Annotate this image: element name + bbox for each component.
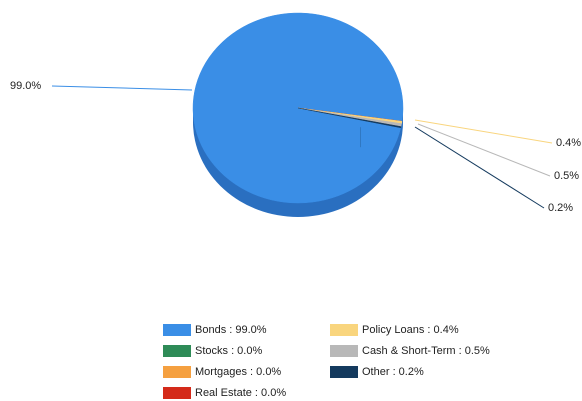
legend-label: Mortgages : 0.0% <box>195 366 281 378</box>
legend-swatch <box>330 366 358 378</box>
legend-swatch <box>330 345 358 357</box>
legend-label: Bonds : 99.0% <box>195 324 267 336</box>
leader-line <box>414 119 553 144</box>
leader-line <box>417 123 551 177</box>
legend-label: Stocks : 0.0% <box>195 345 262 357</box>
pie-slice <box>297 107 402 129</box>
data-label: 0.4% <box>556 137 581 149</box>
data-label: 0.2% <box>548 202 573 214</box>
leader-line <box>51 85 193 91</box>
legend-swatch <box>163 345 191 357</box>
legend-label: Cash & Short-Term : 0.5% <box>362 345 490 357</box>
data-label: 0.5% <box>554 170 579 182</box>
data-label: 99.0% <box>10 80 41 92</box>
leader-line <box>414 126 545 209</box>
legend-label: Other : 0.2% <box>362 366 424 378</box>
legend-swatch <box>163 387 191 399</box>
legend-swatch <box>163 366 191 378</box>
legend-swatch <box>163 324 191 336</box>
legend-swatch <box>330 324 358 336</box>
legend-label: Policy Loans : 0.4% <box>362 324 459 336</box>
legend-label: Real Estate : 0.0% <box>195 387 286 399</box>
